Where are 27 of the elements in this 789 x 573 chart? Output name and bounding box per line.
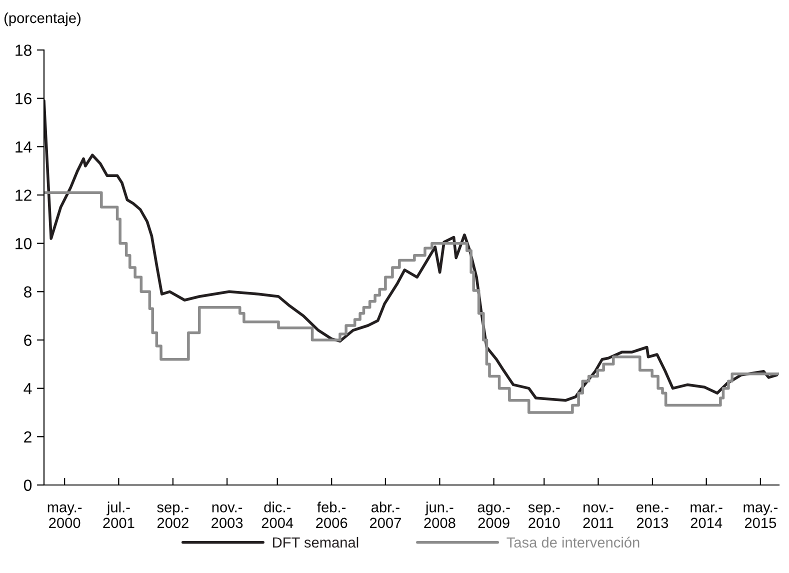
y-tick-label: 16 <box>16 92 32 104</box>
x-tick-label: ene.- 2013 <box>636 504 668 528</box>
y-tick-label: 6 <box>24 334 32 346</box>
y-axis-title: (porcentaje) <box>4 12 80 26</box>
y-tick-label: 18 <box>16 44 32 56</box>
x-tick-label: nov.- 2003 <box>212 504 243 528</box>
y-tick-label: 0 <box>24 480 32 491</box>
y-tick-label: 12 <box>16 190 32 201</box>
y-tick-label: 14 <box>16 141 32 152</box>
x-tick-label: may.- 2000 <box>48 504 82 528</box>
y-tick-label: 4 <box>24 383 32 394</box>
x-tick-label: may.- 2015 <box>744 504 778 528</box>
x-tick-label: jun.- 2008 <box>424 502 456 528</box>
x-tick-label: feb.- 2006 <box>316 502 348 528</box>
y-tick-label: 10 <box>16 238 32 250</box>
x-tick-label: mar.- 2014 <box>690 504 722 528</box>
x-tick-label: ago.- 2009 <box>478 504 510 528</box>
text: DFT semanal <box>273 536 358 548</box>
x-tick-label: sep.- 2010 <box>528 504 560 528</box>
y-tick-label: 2 <box>24 431 32 442</box>
x-tick-label: jul.- 2001 <box>103 502 134 528</box>
text: Tasa de intervención <box>506 536 640 548</box>
y-tick-label: 8 <box>24 286 32 298</box>
x-tick-label: nov.- 2011 <box>583 504 614 528</box>
x-tick-label: dic.- 2004 <box>262 502 294 528</box>
x-tick-label: abr.- 2007 <box>370 502 401 528</box>
x-tick-label: sep.- 2002 <box>157 504 188 528</box>
